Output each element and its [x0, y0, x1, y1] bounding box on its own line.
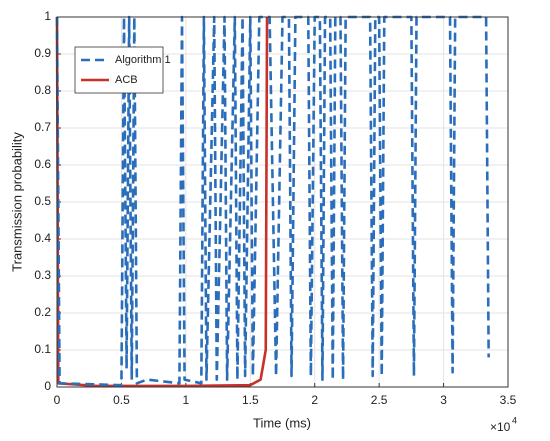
y-tick-label: 0.5 [34, 194, 51, 208]
x-tick-label: 1.5 [242, 393, 259, 407]
x-tick-label: 2 [311, 393, 318, 407]
y-tick-label: 0.7 [34, 120, 51, 134]
x-multiplier-exponent: 4 [512, 415, 517, 425]
x-tick-label: 0 [54, 393, 61, 407]
x-tick-label: 1 [183, 393, 190, 407]
y-tick-label: 0.3 [34, 268, 51, 282]
x-tick-label: 0.5 [113, 393, 130, 407]
legend-box [74, 46, 164, 94]
y-tick-label: 0.9 [34, 46, 51, 60]
plot-frame [56, 16, 509, 388]
x-axis-label: Time (ms) [253, 415, 311, 430]
y-tick-label: 0 [44, 379, 51, 393]
y-tick-label: 0.6 [34, 157, 51, 171]
x-tick-label: 2.5 [371, 393, 388, 407]
x-tick-label: 3 [440, 393, 447, 407]
x-multiplier: ×10 [490, 420, 511, 434]
y-tick-label: 1 [44, 9, 51, 23]
y-axis-label: Transmission probability [9, 132, 24, 272]
y-tick-label: 0.8 [34, 83, 51, 97]
y-tick-label: 0.4 [34, 231, 51, 245]
y-tick-label: 0.1 [34, 342, 51, 356]
y-tick-label: 0.2 [34, 305, 51, 319]
legend-label: ACB [115, 74, 138, 86]
x-tick-label: 3.5 [500, 393, 517, 407]
legend-label: Algorithm 1 [115, 54, 171, 66]
